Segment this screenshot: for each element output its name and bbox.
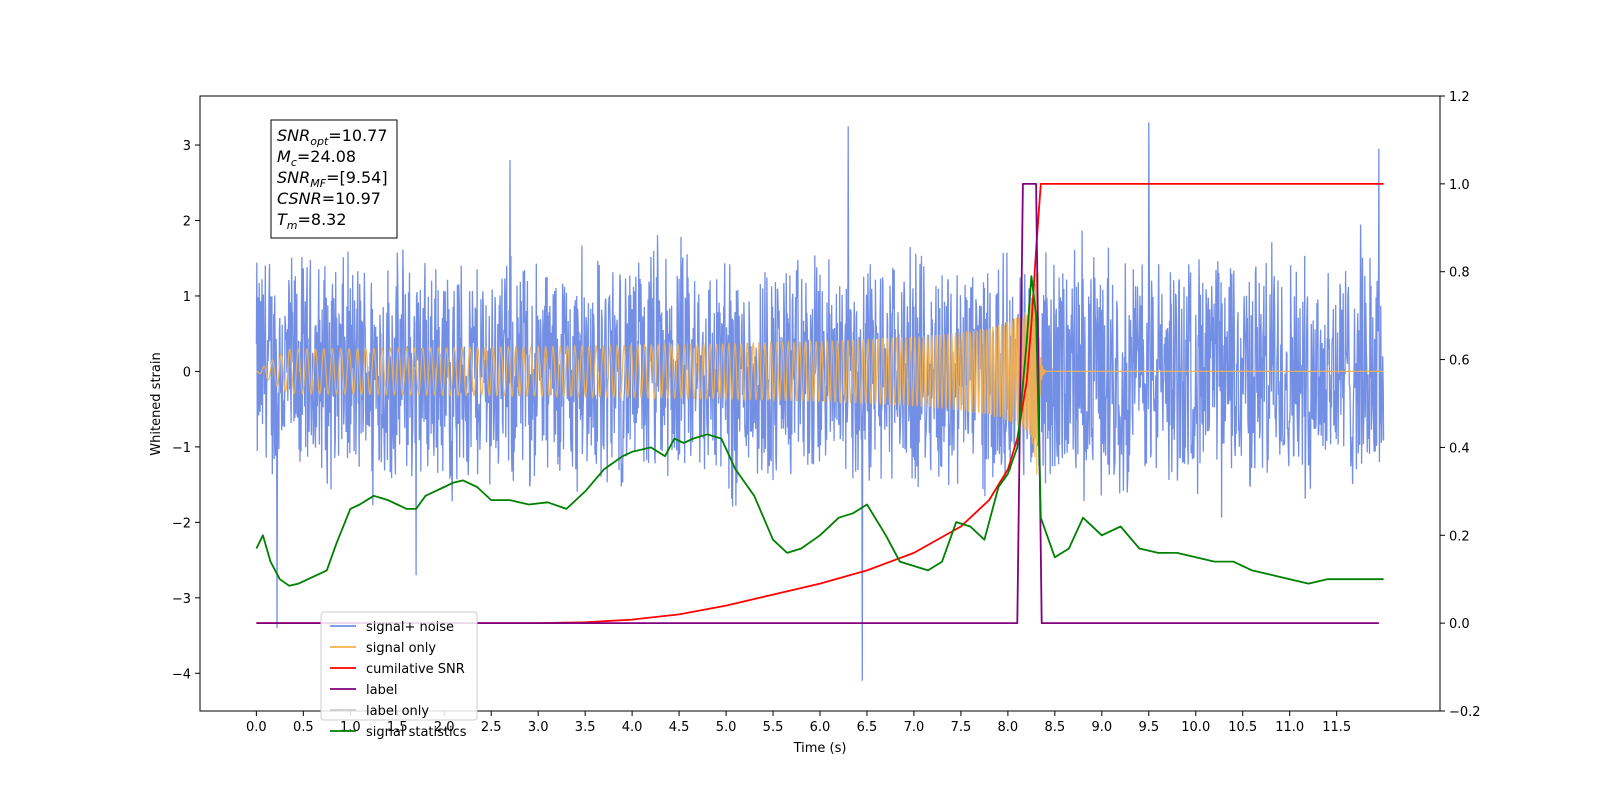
- y-left-tick-label: −4: [172, 667, 191, 682]
- info-line: SNRopt=10.77: [277, 126, 388, 148]
- x-tick-label: 5.0: [716, 720, 737, 735]
- info-box: SNRopt=10.77Mc=24.08SNRMF=[9.54]CSNR=10.…: [270, 119, 398, 239]
- x-axis: 0.0 0.5 1.0 1.5 2.0 2.5 3.0 3.5 4.0 4.5 5.0 5.5 6.0 6…: [246, 711, 1351, 735]
- info-value: =10.97: [322, 189, 381, 208]
- x-tick-label: 6.5: [857, 720, 878, 735]
- y-right-tick-label: 0.4: [1449, 441, 1470, 456]
- y-right-tick-label: 0.2: [1449, 529, 1470, 544]
- info-symbol: CSNR: [277, 189, 322, 208]
- info-line: SNRMF=[9.54]: [277, 168, 388, 190]
- y-left-tick-label: −1: [172, 441, 191, 456]
- y-left-tick-label: −3: [172, 592, 191, 607]
- x-tick-label: 5.5: [763, 720, 784, 735]
- x-tick-label: 4.0: [622, 720, 643, 735]
- info-symbol: SNR: [277, 168, 310, 187]
- x-tick-label: 9.0: [1091, 720, 1112, 735]
- y-left-tick-label: 3: [183, 139, 191, 154]
- info-line: Tm=8.32: [277, 210, 347, 232]
- x-axis-label: Time (s): [793, 741, 847, 756]
- info-value: =10.77: [328, 126, 387, 145]
- x-tick-label: 7.5: [951, 720, 972, 735]
- x-tick-label: 8.0: [998, 720, 1019, 735]
- series-signal-statistics-line: [255, 275, 1384, 587]
- legend-entry: signal only: [366, 641, 436, 656]
- legend-entry: signal+ noise: [366, 620, 454, 635]
- info-value: =24.08: [297, 147, 356, 166]
- legend-entry: signal statistics: [366, 725, 467, 740]
- x-tick-label: 11.0: [1275, 720, 1304, 735]
- legend-frame: [320, 611, 478, 721]
- info-subscript: MF: [310, 177, 326, 190]
- x-tick-label: 1.0: [340, 720, 361, 735]
- info-subscript: c: [291, 156, 297, 169]
- y-axis-right: 1.2 1.0 0.8 0.6 0.4 0.2 0.0 −0.2: [1440, 90, 1481, 720]
- info-subscript: m: [287, 219, 298, 232]
- y-axis-left-label: Whitened strain: [149, 352, 164, 455]
- x-tick-label: 10.5: [1228, 720, 1257, 735]
- legend-entry: cumilative SNR: [366, 662, 465, 677]
- series-cumulative-snr-line: [256, 183, 1384, 624]
- y-right-tick-label: −0.2: [1449, 705, 1481, 720]
- series-signal-noise-line: [255, 122, 1385, 681]
- x-tick-label: 3.5: [575, 720, 596, 735]
- x-tick-label: 0.0: [246, 720, 267, 735]
- info-value: =8.32: [298, 210, 347, 229]
- info-symbol: T: [277, 210, 288, 229]
- y-left-tick-label: 1: [183, 290, 191, 305]
- x-tick-label: 2.5: [481, 720, 502, 735]
- x-tick-label: 2.0: [434, 720, 455, 735]
- y-right-tick-label: 0.6: [1449, 354, 1470, 369]
- info-symbol: SNR: [277, 126, 310, 145]
- x-tick-label: 1.5: [387, 720, 408, 735]
- y-right-tick-label: 1.0: [1449, 178, 1470, 193]
- y-right-tick-label: 0.8: [1449, 266, 1470, 281]
- y-right-tick-label: 1.2: [1449, 90, 1470, 105]
- x-tick-label: 6.0: [810, 720, 831, 735]
- plot-series-group: [255, 122, 1385, 681]
- legend-entry: label: [366, 683, 397, 698]
- x-tick-label: 4.5: [669, 720, 690, 735]
- info-subscript: opt: [310, 135, 329, 148]
- info-symbol: M: [277, 147, 291, 166]
- info-line: CSNR=10.97: [277, 189, 381, 208]
- info-line: Mc=24.08: [277, 147, 356, 169]
- series-label-line: [256, 183, 1379, 624]
- x-tick-label: 8.5: [1045, 720, 1066, 735]
- x-tick-label: 10.0: [1181, 720, 1210, 735]
- y-right-tick-label: 0.0: [1449, 617, 1470, 632]
- info-value: =[9.54]: [326, 168, 388, 187]
- legend: signal+ noise signal only cumilative SNR la…: [320, 611, 478, 740]
- x-tick-label: 0.5: [293, 720, 314, 735]
- info-box-frame: [270, 119, 398, 239]
- y-left-tick-label: 2: [183, 215, 191, 230]
- y-left-tick-label: 0: [183, 365, 191, 380]
- x-tick-label: 3.0: [528, 720, 549, 735]
- x-tick-label: 9.5: [1138, 720, 1159, 735]
- y-left-tick-label: −2: [172, 516, 191, 531]
- x-tick-label: 7.0: [904, 720, 925, 735]
- x-tick-label: 11.5: [1322, 720, 1351, 735]
- y-axis-left: 3 2 1 0 −1 −2 −3 −4: [172, 139, 200, 682]
- series-signal-only-line: [256, 271, 1384, 475]
- legend-entry: label only: [366, 704, 429, 719]
